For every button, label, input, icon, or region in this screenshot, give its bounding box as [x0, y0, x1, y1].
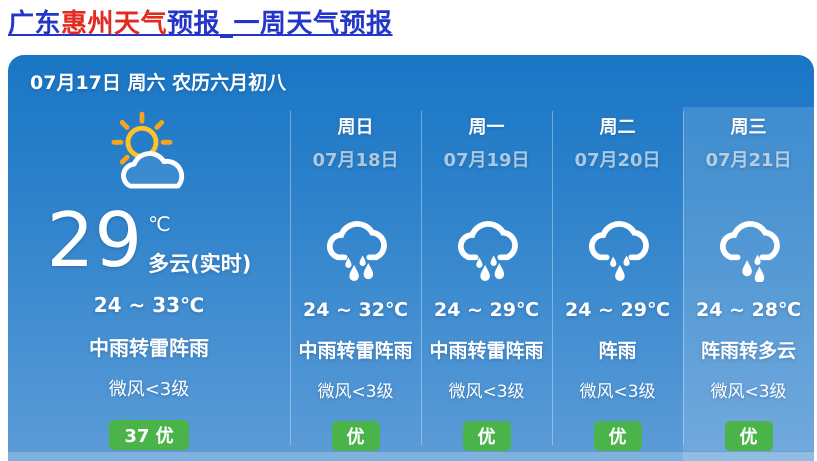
- day-column-wednesday: 周三 07月21日 24 ~ 28℃ 阵雨转多云: [683, 107, 814, 461]
- day-name: 周三: [730, 117, 767, 138]
- day-column-monday: 周一 07月19日 24 ~ 29℃: [421, 107, 552, 461]
- current-condition: 多云(实时): [148, 252, 252, 276]
- day-date: 07月20日: [574, 150, 661, 171]
- day-date: 07月18日: [312, 150, 399, 171]
- aqi-badge[interactable]: 优: [593, 421, 642, 451]
- today-wind: 微风<3级: [108, 379, 190, 400]
- current-temp-unit: ℃: [148, 212, 171, 236]
- aqi-badge[interactable]: 37 优: [109, 420, 189, 450]
- aqi-badge[interactable]: 优: [462, 421, 511, 451]
- current-temp-value: 29: [46, 196, 143, 284]
- aqi-badge[interactable]: 优: [724, 421, 773, 451]
- day-column-tuesday: 周二 07月20日 24 ~ 29℃ 阵雨: [552, 107, 683, 461]
- today-column: 29 ℃ 多云(实时) 24 ~ 33℃ 中雨转雷阵雨 微风<3级 37 优: [8, 107, 290, 461]
- aqi-badge[interactable]: 优: [331, 421, 380, 451]
- day-date: 07月21日: [705, 150, 792, 171]
- today-temp-range: 24 ~ 33℃: [93, 293, 205, 317]
- day-condition: 阵雨: [598, 340, 637, 362]
- day-condition: 中雨转雷阵雨: [298, 340, 413, 362]
- rain-cloud-icon: [552, 196, 683, 291]
- forecast-panel: 07月17日 周六 农历六月初八: [8, 55, 814, 461]
- panel-date-header: 07月17日 周六 农历六月初八: [30, 72, 287, 94]
- day-column-sunday: 周日 07月18日 24 ~ 32℃: [290, 107, 421, 461]
- day-wind: 微风<3级: [317, 382, 394, 402]
- day-temp-range: 24 ~ 29℃: [564, 299, 671, 321]
- rain-cloud-icon: [421, 196, 552, 291]
- day-wind: 微风<3级: [710, 382, 787, 402]
- partly-cloudy-icon: [8, 107, 290, 203]
- day-wind: 微风<3级: [579, 382, 656, 402]
- day-condition: 阵雨转多云: [700, 340, 796, 362]
- day-temp-range: 24 ~ 28℃: [695, 299, 802, 321]
- rain-cloud-icon: [290, 196, 421, 291]
- title-suffix: 预报_一周天气预报: [167, 9, 393, 39]
- day-name: 周一: [468, 117, 505, 138]
- day-condition: 中雨转雷阵雨: [429, 340, 544, 362]
- rain-cloud-icon: [683, 196, 814, 291]
- day-name: 周日: [337, 117, 374, 138]
- forecast-columns: 29 ℃ 多云(实时) 24 ~ 33℃ 中雨转雷阵雨 微风<3级 37 优 周…: [8, 107, 814, 461]
- day-temp-range: 24 ~ 32℃: [302, 299, 409, 321]
- title-prefix: 广东: [8, 9, 62, 39]
- title-highlight: 惠州天气: [61, 9, 168, 39]
- today-condition: 中雨转雷阵雨: [89, 336, 209, 360]
- current-temperature: 29 ℃ 多云(实时): [8, 196, 290, 285]
- day-name: 周二: [599, 117, 636, 138]
- day-date: 07月19日: [443, 150, 530, 171]
- day-temp-range: 24 ~ 29℃: [433, 299, 540, 321]
- page-title-link[interactable]: 广东惠州天气预报_一周天气预报: [8, 3, 393, 40]
- day-wind: 微风<3级: [448, 382, 525, 402]
